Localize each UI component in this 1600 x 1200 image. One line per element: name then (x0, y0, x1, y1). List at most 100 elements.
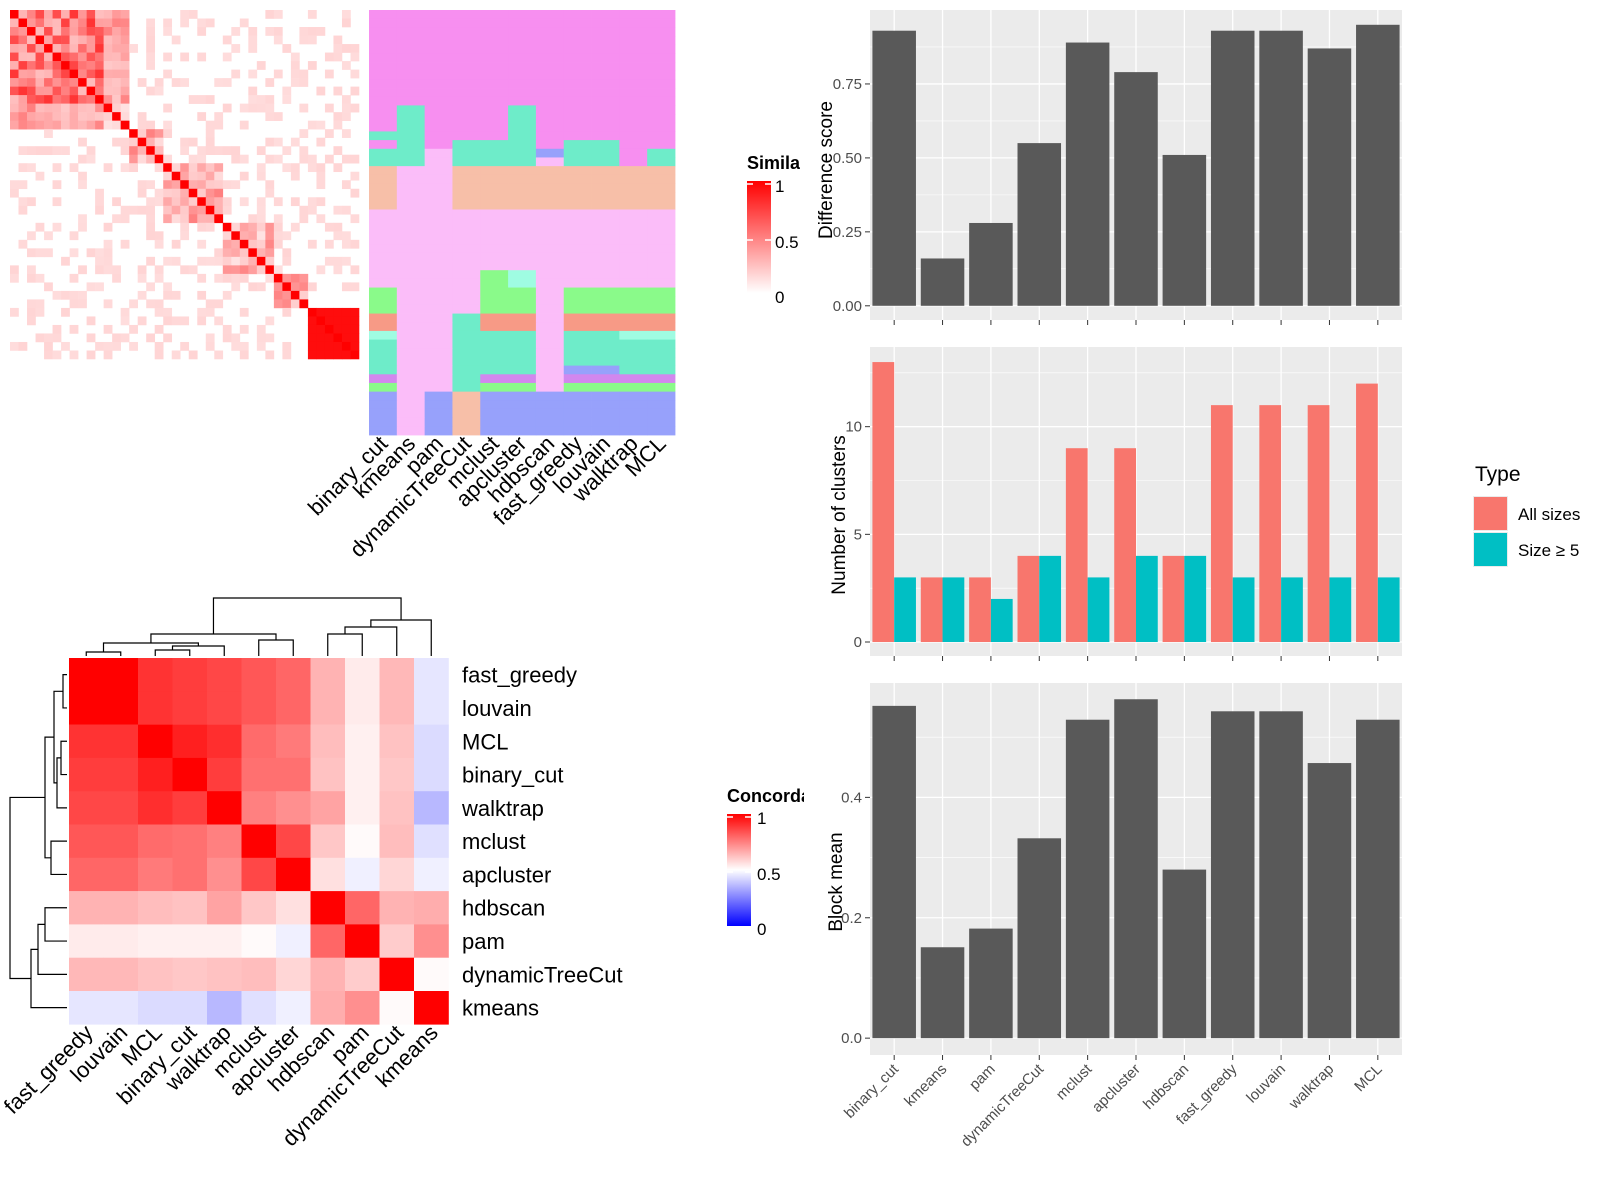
cluster-cell (452, 382, 481, 393)
concordance-row-label: binary_cut (462, 763, 564, 788)
similarity-cell (44, 95, 53, 104)
cluster-cell (508, 278, 537, 288)
concordance-cell (207, 691, 242, 725)
cluster-cell (508, 174, 537, 184)
difference-score-ylabel: Difference score (816, 101, 837, 239)
similarity-cell (61, 112, 70, 121)
similarity-cell (44, 248, 53, 258)
similarity-cell (10, 35, 19, 45)
y-tick-label: 0.50 (833, 150, 862, 167)
similarity-cell (239, 256, 249, 266)
similarity-cell (61, 256, 70, 266)
cluster-cell (369, 105, 398, 115)
cluster-cell (424, 105, 453, 115)
concordance-cell (241, 724, 277, 759)
concordance-cell (172, 791, 208, 825)
similarity-cell (44, 231, 53, 241)
cluster-cell (535, 252, 565, 262)
similarity-cell (103, 35, 113, 45)
similarity-cell (129, 205, 138, 215)
similarity-cell (44, 52, 53, 62)
similarity-cell (86, 44, 96, 53)
similarity-cell (52, 35, 62, 45)
similarity-cell (222, 222, 232, 232)
similarity-cell (103, 222, 113, 232)
similarity-cell (273, 10, 283, 19)
concordance-cell (414, 757, 449, 792)
similarity-cell (231, 282, 241, 292)
similarity-cell (350, 350, 360, 360)
cluster-cell (619, 157, 648, 167)
cluster-cell (452, 53, 481, 63)
similarity-cell (146, 35, 156, 45)
similarity-cell (120, 214, 130, 224)
cluster-cell (424, 44, 453, 54)
cluster-cell (480, 261, 509, 271)
concordance-cell (172, 891, 208, 925)
similarity-cell (10, 18, 19, 28)
cluster-cell (619, 374, 648, 384)
x-tick-label: mclust (1053, 1060, 1096, 1103)
cluster-cell (619, 408, 648, 419)
cluster-cell (396, 96, 426, 106)
cluster-cell (452, 235, 481, 245)
cluster-cell (591, 391, 620, 401)
cluster-cell (369, 148, 398, 158)
cluster-cell (563, 391, 592, 401)
cluster-cell (647, 183, 676, 193)
similarity-cell (120, 333, 130, 343)
cluster-cell (480, 270, 509, 280)
similarity-cell (324, 324, 334, 334)
similarity-cell (27, 316, 36, 326)
bar (920, 258, 965, 306)
cluster-cell (452, 105, 481, 115)
similarity-cell (350, 282, 360, 292)
similarity-cell (35, 86, 45, 96)
cluster-cell (424, 62, 453, 72)
cluster-cell (369, 200, 398, 210)
similarity-cell (163, 180, 173, 190)
cluster-cell (591, 53, 620, 63)
cluster-cell (619, 226, 648, 236)
similarity-cell (10, 120, 19, 130)
cluster-cell (452, 157, 481, 167)
similarity-cell (333, 222, 343, 232)
similarity-cell (103, 86, 113, 96)
similarity-cell (324, 52, 334, 62)
cluster-cell (369, 261, 398, 271)
cluster-cell (619, 122, 648, 132)
similarity-cell (120, 18, 130, 28)
similarity-cell (180, 197, 190, 207)
similarity-cell (248, 282, 258, 292)
cluster-cell (647, 226, 676, 236)
similarity-cell (27, 44, 36, 53)
similarity-cell (222, 256, 232, 266)
cluster-cell (369, 348, 398, 358)
cluster-cell (480, 322, 509, 332)
similarity-cell (180, 78, 190, 87)
similarity-cell (307, 324, 317, 334)
similarity-cell (44, 86, 53, 96)
similarity-cell (95, 27, 104, 36)
cluster-cell (452, 356, 481, 367)
similarity-cell (197, 180, 207, 190)
cluster-cell (647, 27, 676, 37)
similarity-cell (120, 137, 130, 147)
similarity-cell (231, 146, 241, 156)
cluster-cell (424, 296, 453, 306)
similarity-cell (35, 273, 45, 283)
similarity-cell (86, 120, 96, 130)
cluster-cell (508, 226, 537, 236)
cluster-cell (396, 252, 426, 262)
similarity-cell (154, 341, 164, 351)
concordance-cell (345, 691, 380, 725)
bar (1210, 30, 1255, 306)
concordance-cell (379, 957, 415, 992)
concordance-cell (138, 757, 173, 792)
similarity-cell (44, 129, 53, 138)
legend-key-size-ge5 (1474, 533, 1507, 566)
cluster-cell (396, 356, 426, 367)
similarity-cell (52, 146, 62, 156)
cluster-cell (480, 400, 509, 410)
concordance-row-label: hdbscan (462, 896, 545, 921)
